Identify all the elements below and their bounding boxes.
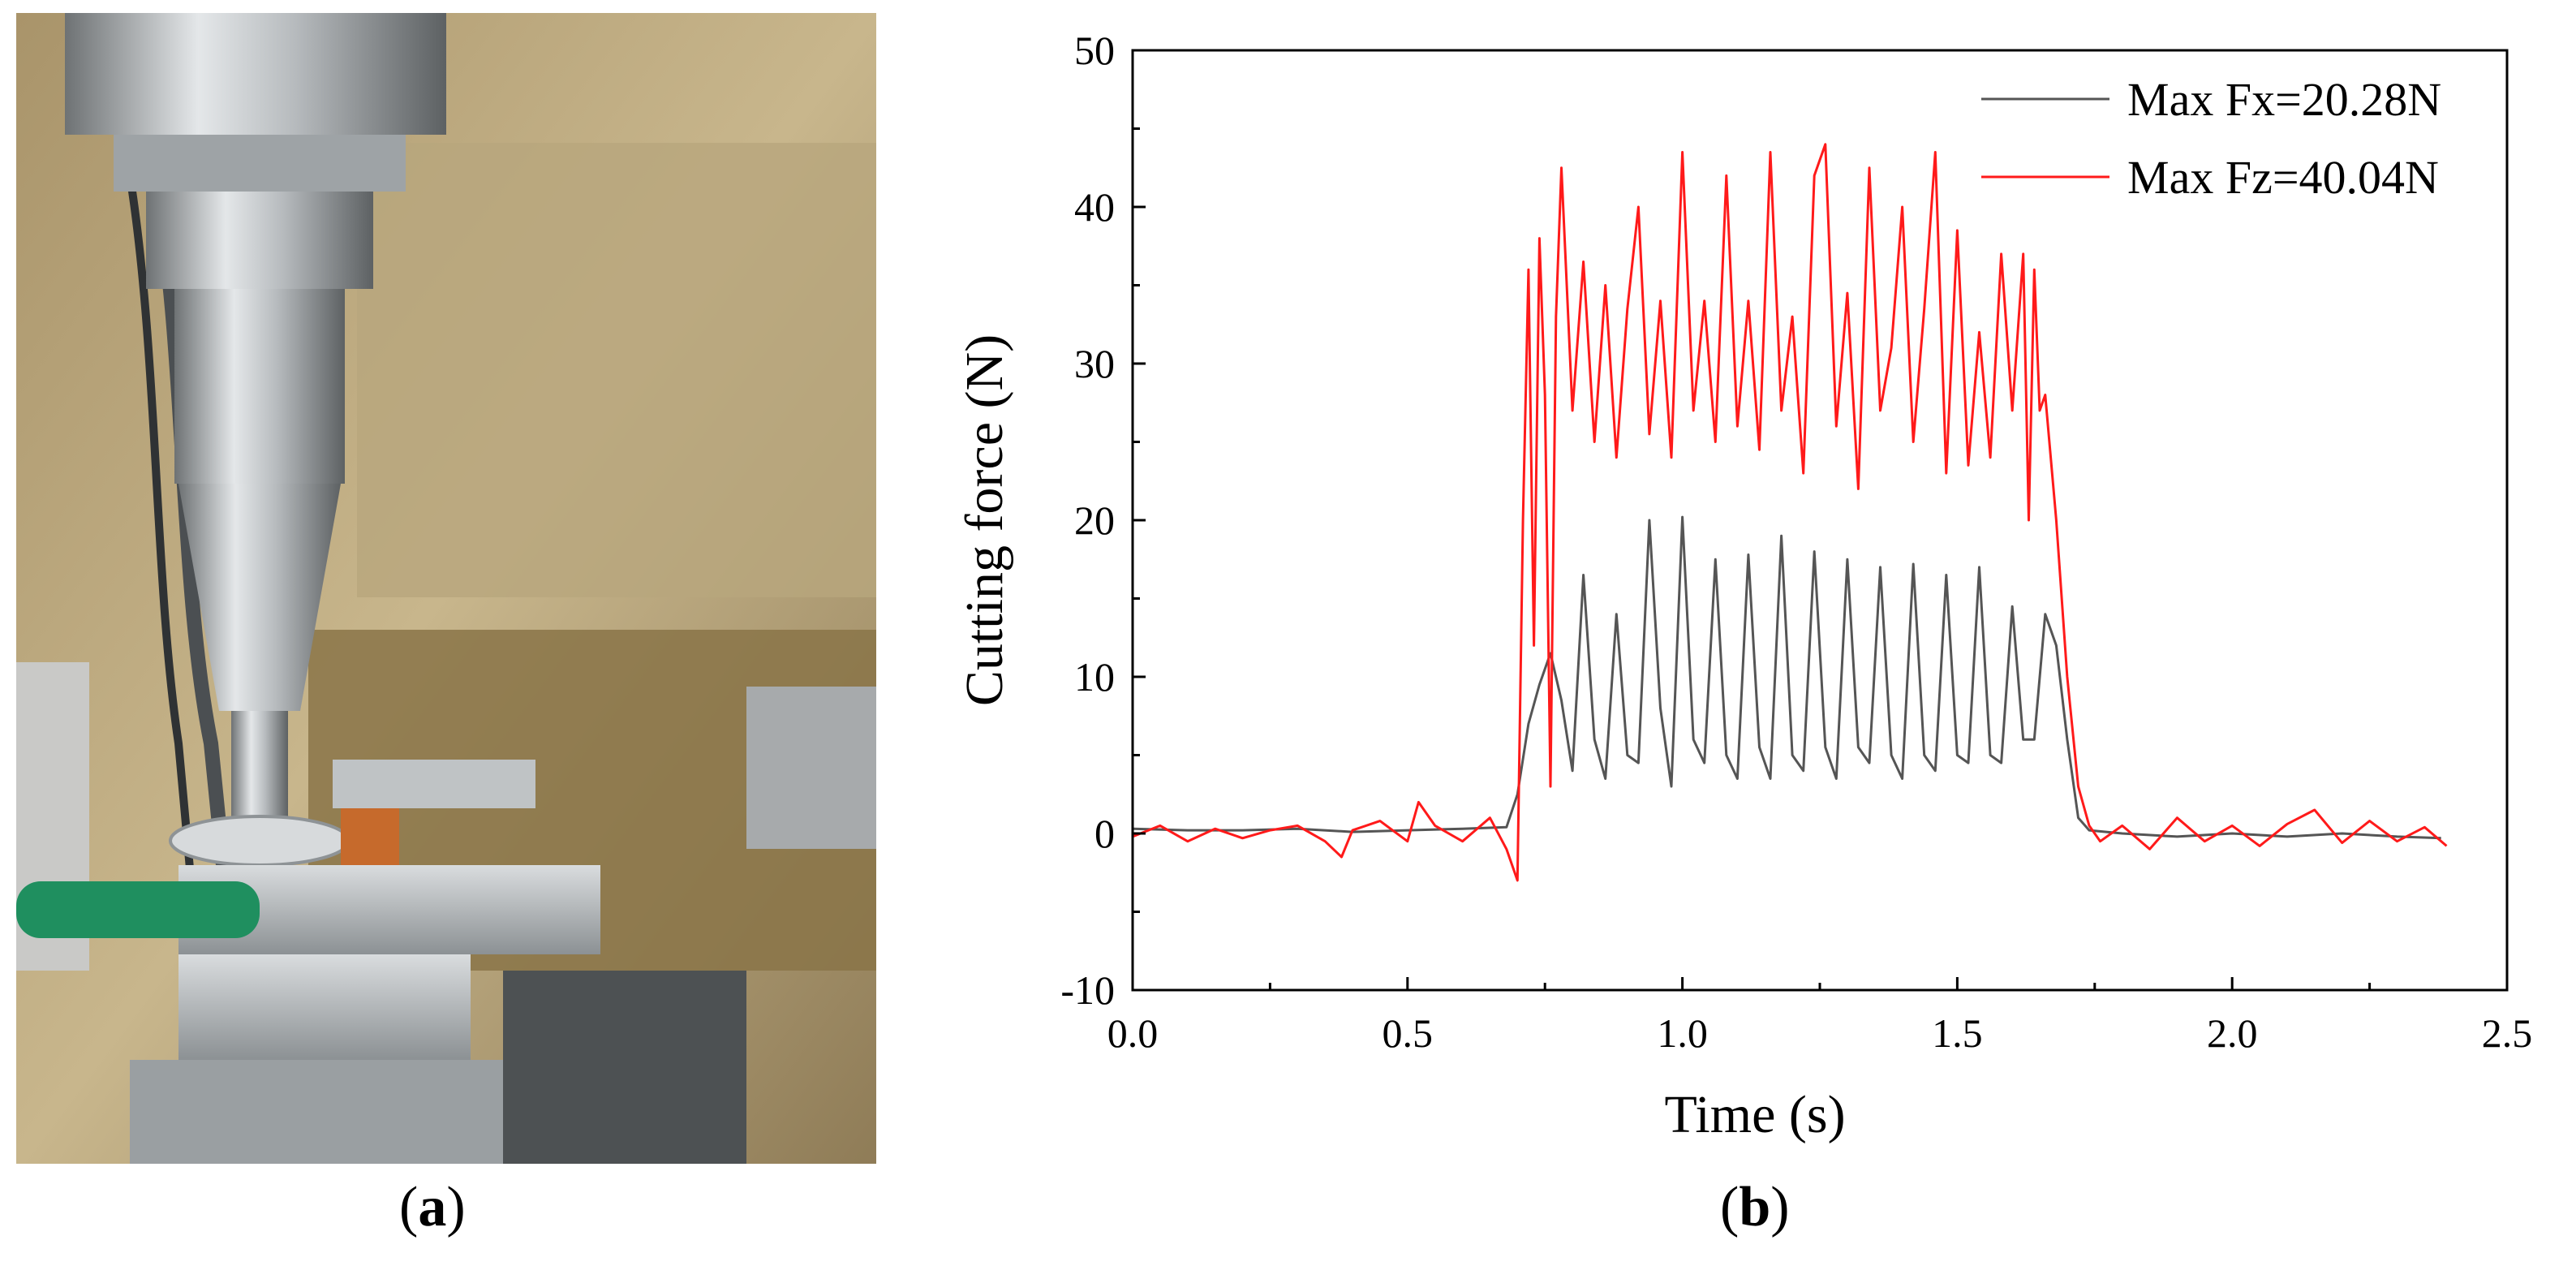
legend-label: Max Fx=20.28N — [2127, 73, 2441, 126]
tool-holder — [146, 192, 373, 289]
clamp-top — [333, 760, 535, 808]
back-panel — [357, 143, 876, 597]
x-tick-label: 1.0 — [1657, 1010, 1708, 1056]
y-tick-label: 10 — [1074, 654, 1115, 700]
cutting-disc — [169, 815, 350, 867]
chart-svg: 0.0 0.5 1.0 1.5 2.0 2.5 -10 0 10 20 30 40 50 Time (s)… — [955, 28, 2533, 1144]
x-tick-label: 2.5 — [2482, 1010, 2533, 1056]
horn-tip — [231, 711, 288, 833]
panel-a-caption: (a) — [399, 1176, 466, 1238]
y-tick-label: 0 — [1094, 811, 1115, 856]
series-line-fz — [1132, 143, 2448, 882]
cutting-force-chart: 0.0 0.5 1.0 1.5 2.0 2.5 -10 0 10 20 30 40 50 Time (s)… — [925, 0, 2564, 1193]
panel-b-caption: (b) — [1720, 1176, 1790, 1238]
y-tick-label: 50 — [1074, 28, 1115, 73]
dynamometer-block — [178, 954, 471, 1060]
x-tick-label: 0.5 — [1383, 1010, 1434, 1056]
side-fixture — [746, 687, 876, 849]
y-tick-label: 30 — [1074, 341, 1115, 386]
x-tick-label: 0.0 — [1107, 1010, 1159, 1056]
spindle-head — [65, 13, 446, 135]
ultrasonic-horn-taper — [178, 484, 341, 711]
cable — [126, 174, 199, 923]
photo-illustration — [16, 13, 876, 1164]
x-tick-label: 2.0 — [2207, 1010, 2258, 1056]
series-line-fx — [1132, 515, 2441, 840]
y-tick-label: 40 — [1074, 184, 1115, 230]
base-block — [130, 1060, 535, 1164]
x-tick-label: 1.5 — [1932, 1010, 1983, 1056]
ultrasonic-horn-upper — [174, 289, 345, 484]
machining-setup-photo — [16, 13, 876, 1164]
vise — [503, 971, 746, 1164]
spindle-ring — [114, 135, 406, 192]
legend-label: Max Fz=40.04N — [2127, 151, 2439, 204]
green-tape-cable — [16, 881, 260, 938]
y-tick-label: -10 — [1060, 967, 1115, 1013]
x-axis-label: Time (s) — [1664, 1085, 1845, 1144]
y-axis-label: Cutting force (N) — [955, 334, 1014, 706]
y-tick-label: 20 — [1074, 497, 1115, 543]
